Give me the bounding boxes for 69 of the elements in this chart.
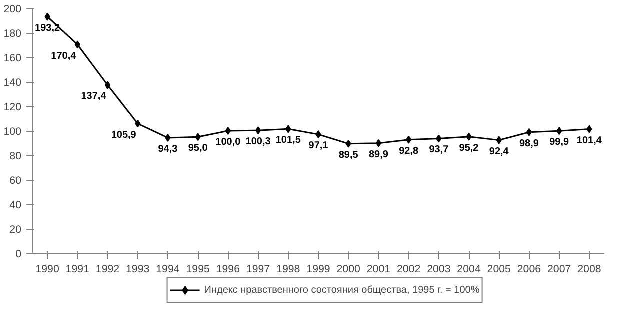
y-tick-label: 80 <box>10 150 22 162</box>
x-tick-label: 2003 <box>427 264 451 276</box>
point <box>286 125 292 134</box>
point <box>466 132 472 141</box>
point <box>376 139 382 148</box>
x-tick-label: 2005 <box>487 264 512 276</box>
legend-label: Индекс нравственного состояния общества, 1995 г. = 100% <box>204 284 480 296</box>
y-tick-label: 120 <box>4 102 22 114</box>
point <box>436 134 442 143</box>
point <box>104 81 111 90</box>
point <box>526 128 532 136</box>
y-tick-label: 160 <box>4 52 22 64</box>
x-tick-label: 2000 <box>336 264 361 276</box>
point <box>165 134 171 142</box>
x-tick-label: 2007 <box>547 264 572 276</box>
point <box>406 136 412 144</box>
x-tick-label: 2002 <box>396 264 421 276</box>
x-tick-label: 2004 <box>457 264 481 276</box>
data-label: 92,4 <box>489 146 510 158</box>
data-label: 105,9 <box>111 130 137 141</box>
point <box>225 127 232 135</box>
point <box>195 133 201 142</box>
data-label: 193,2 <box>35 22 61 34</box>
point <box>586 125 592 134</box>
data-label: 92,8 <box>399 146 419 157</box>
x-tick-label: 1994 <box>156 264 180 276</box>
data-label: 89,5 <box>338 150 359 161</box>
y-tick-label: 180 <box>4 28 22 40</box>
x-tick-label: 1995 <box>186 264 210 276</box>
point <box>556 127 562 136</box>
point <box>316 130 322 139</box>
data-label: 99,9 <box>550 137 570 148</box>
x-tick-label: 1991 <box>66 264 90 276</box>
y-tick-label: 140 <box>4 77 22 89</box>
x-tick-label: 2008 <box>578 264 602 276</box>
data-label: 100,3 <box>246 136 272 148</box>
y-tick-label: 20 <box>10 224 22 236</box>
point <box>135 120 141 128</box>
x-tick-label: 1998 <box>276 264 300 276</box>
x-tick-label: 1993 <box>126 264 150 276</box>
data-label: 93,7 <box>429 144 450 156</box>
data-label: 98,9 <box>520 138 540 150</box>
data-label: 100,0 <box>216 137 242 148</box>
x-tick-label: 2001 <box>366 264 391 276</box>
point <box>255 126 262 135</box>
point <box>346 140 352 148</box>
y-tick-label: 100 <box>4 126 22 138</box>
x-tick-label: 1997 <box>246 264 270 276</box>
point <box>74 40 80 49</box>
data-label: 137,4 <box>81 91 107 102</box>
x-tick-label: 2006 <box>517 264 542 276</box>
x-tick-label: 1992 <box>96 264 120 276</box>
data-label: 89,9 <box>368 149 389 160</box>
x-tick-label: 1999 <box>306 264 330 276</box>
data-label: 95,0 <box>188 143 208 154</box>
y-tick-label: 60 <box>10 175 22 187</box>
y-tick-label: 200 <box>4 4 22 16</box>
y-tick-label: 0 <box>16 248 22 260</box>
data-label: 101,5 <box>276 135 302 146</box>
data-label: 101,4 <box>576 135 602 146</box>
data-label: 170,4 <box>51 50 77 62</box>
x-tick-label: 1996 <box>216 264 240 276</box>
data-label: 95,2 <box>459 142 480 154</box>
y-tick-label: 40 <box>10 200 22 212</box>
point <box>496 136 502 144</box>
point <box>44 12 50 21</box>
x-tick-label: 1990 <box>36 264 60 276</box>
data-label: 97,1 <box>308 140 329 152</box>
data-label: 94,3 <box>158 144 178 155</box>
